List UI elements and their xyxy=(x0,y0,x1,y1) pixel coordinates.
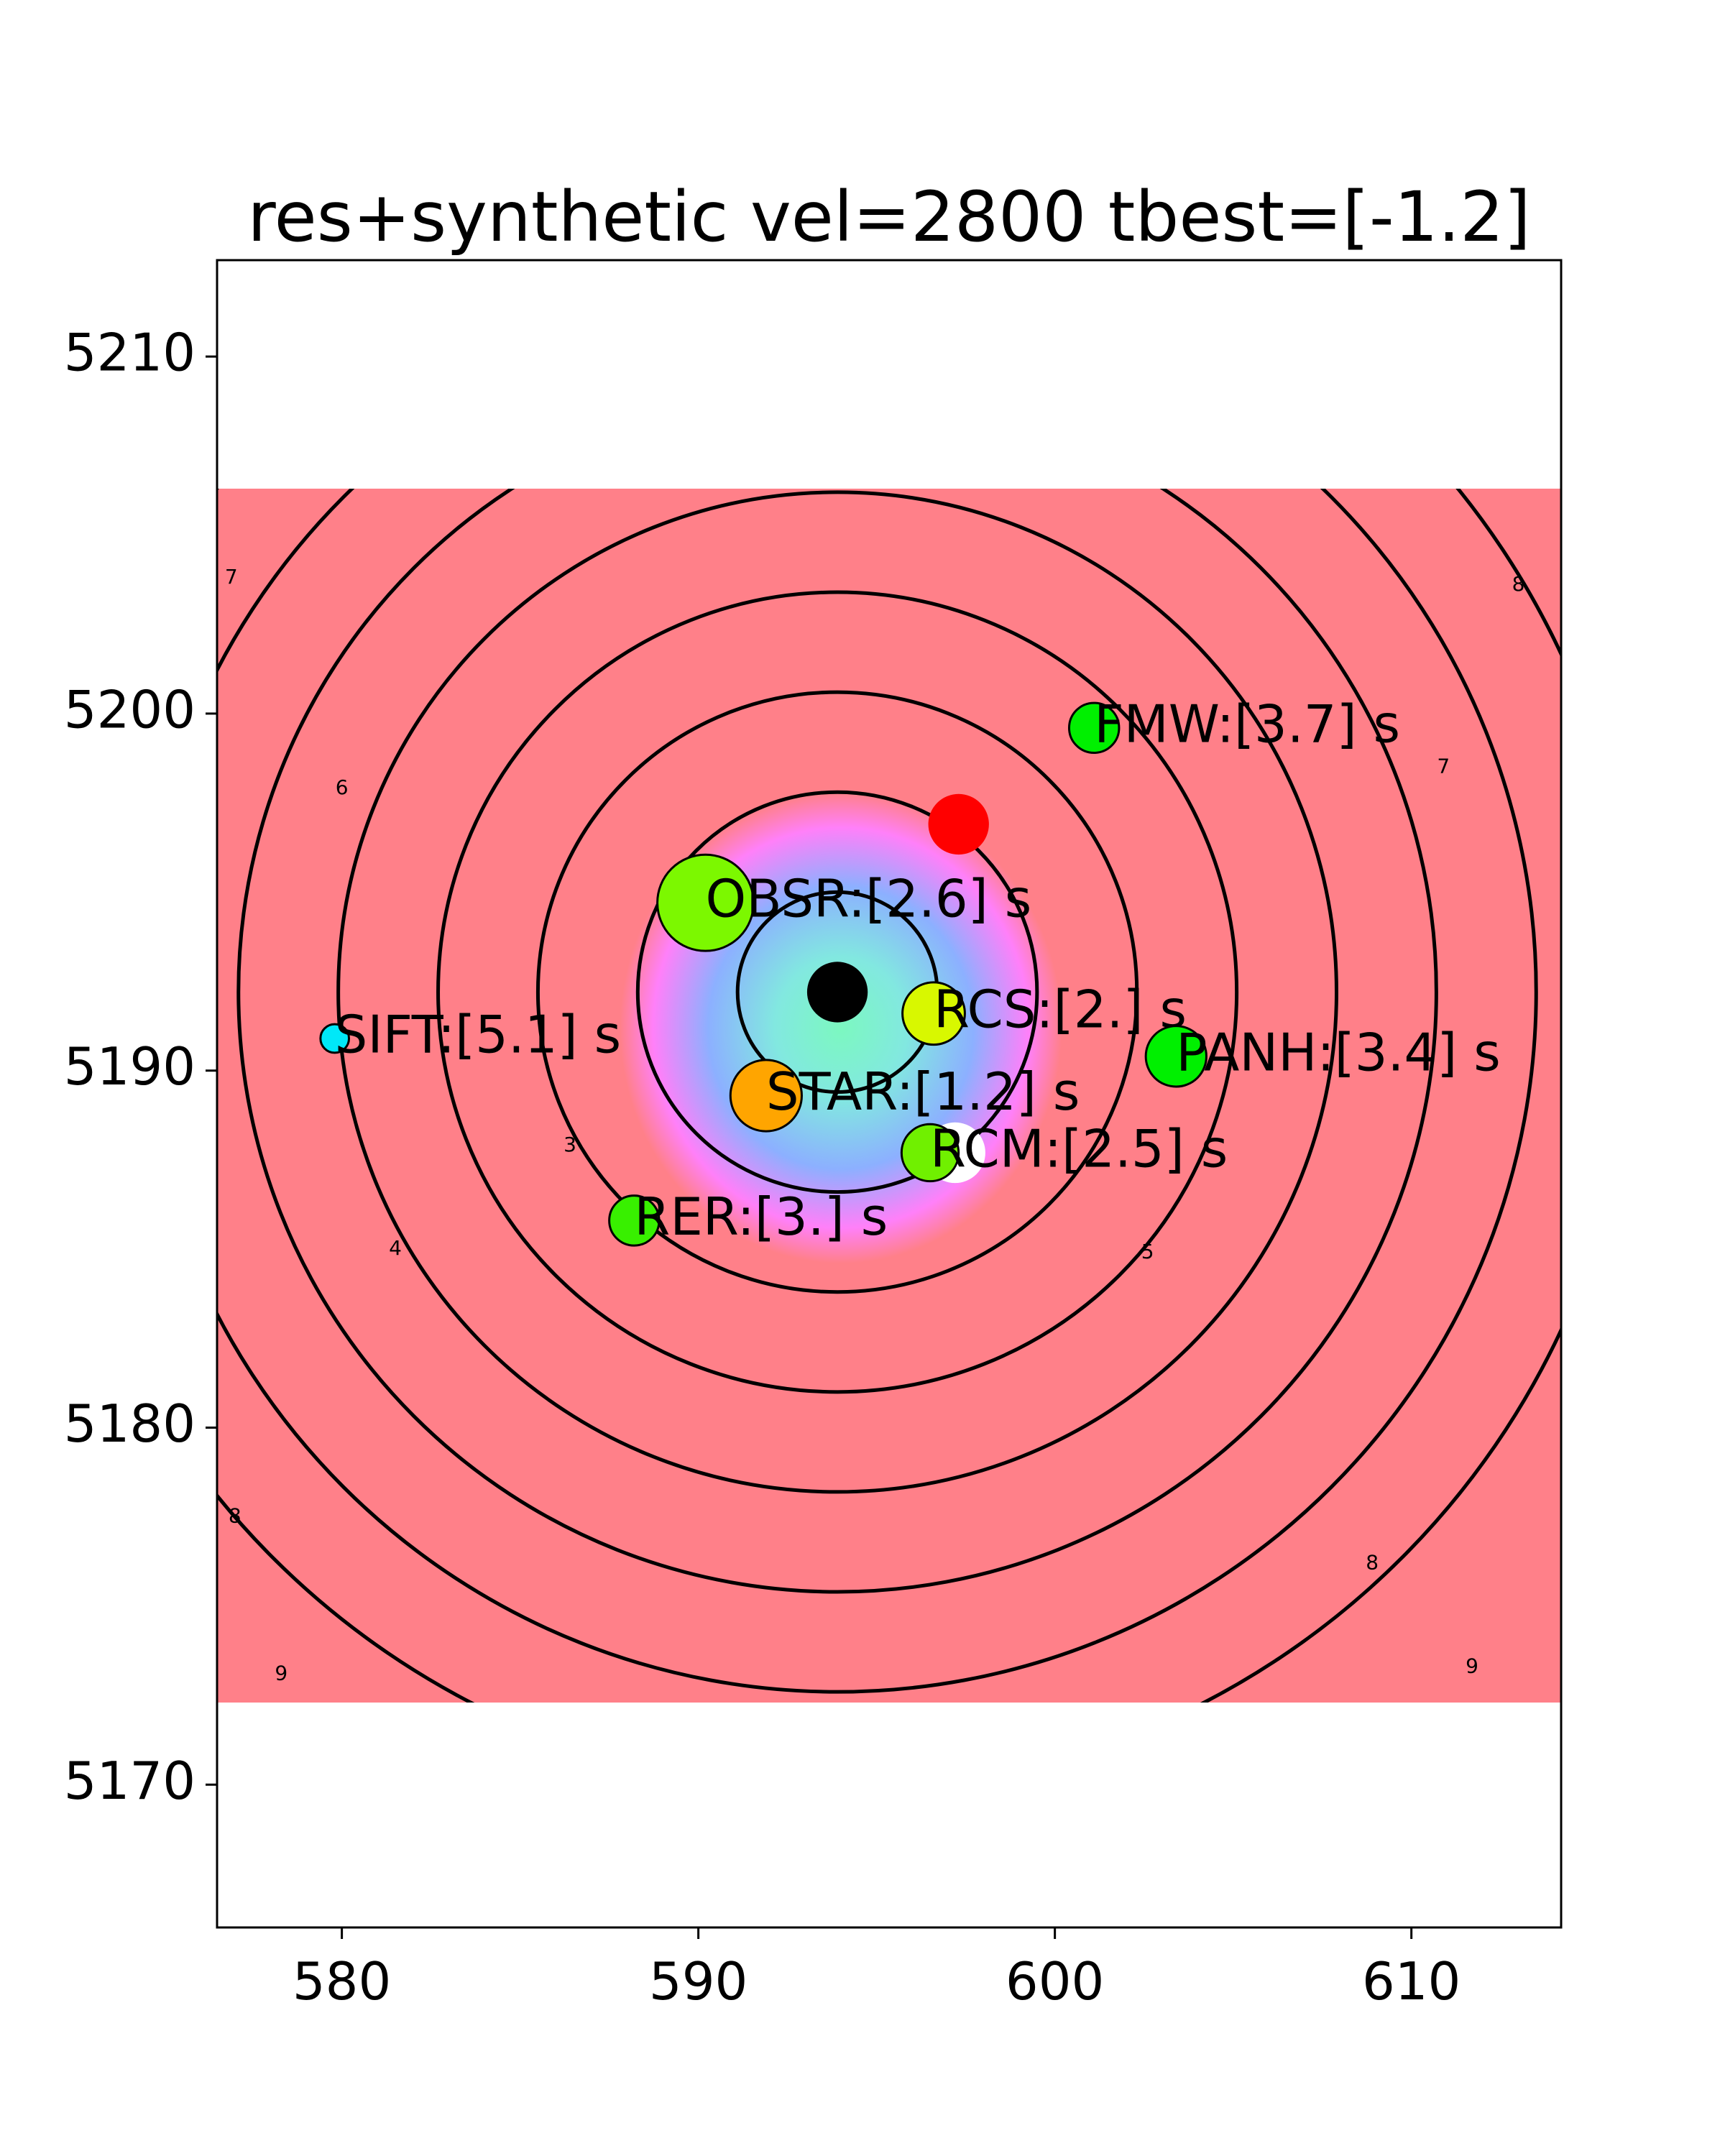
station-rer: RER:[3.] s xyxy=(608,1187,888,1247)
contour-label: 6 xyxy=(336,775,349,799)
station-marker xyxy=(729,1059,803,1133)
station-marker xyxy=(656,853,755,952)
contour-level-7 xyxy=(236,488,1438,1594)
contour-label: 5 xyxy=(1141,1240,1154,1263)
y-axis: 5170 5180 5190 5200 5210 xyxy=(64,323,217,1811)
station-label: FMW:[3.7] s xyxy=(1094,694,1400,754)
x-tick-label: 590 xyxy=(649,1951,748,2012)
contour-label: 8 xyxy=(1366,1550,1379,1574)
station-label: PANH:[3.4] s xyxy=(1176,1022,1500,1082)
contour-level-4 xyxy=(535,690,1139,1294)
contour-label: 4 xyxy=(389,1236,402,1260)
station-marker xyxy=(1067,701,1121,755)
chart-title: res+synthetic vel=2800 tbest=[-1.2] xyxy=(247,177,1530,257)
station-star: STAR:[1.2] s xyxy=(729,1059,1080,1133)
y-tick-label: 5180 xyxy=(64,1393,196,1454)
station-sift: SIFT:[5.1] s xyxy=(319,1005,622,1065)
station-label: SIFT:[5.1] s xyxy=(335,1005,622,1065)
contour-label: 8 xyxy=(229,1504,242,1528)
station-rcm: RCM:[2.5] s xyxy=(900,1118,1228,1183)
station-fmw: FMW:[3.7] s xyxy=(1067,694,1400,755)
x-tick-label: 600 xyxy=(1006,1951,1104,2012)
station-label: STAR:[1.2] s xyxy=(766,1061,1080,1122)
plot-frame xyxy=(216,259,1563,1929)
y-tick-label: 5210 xyxy=(64,323,196,383)
contour-level-3 xyxy=(635,790,1039,1194)
contour-label: 9 xyxy=(275,1661,288,1685)
x-tick-label: 610 xyxy=(1362,1951,1460,2012)
station-marker xyxy=(608,1194,661,1247)
station-label: RCS:[2.] s xyxy=(934,980,1187,1040)
station-rcs: RCS:[2.] s xyxy=(901,980,1187,1046)
station-marker xyxy=(900,1123,960,1183)
y-tick-label: 5200 xyxy=(64,679,196,740)
station-panh: PANH:[3.4] s xyxy=(1144,1022,1501,1088)
contour-label: 9 xyxy=(1466,1654,1478,1677)
station-marker xyxy=(319,1023,351,1054)
station-label: RER:[3.] s xyxy=(634,1187,888,1247)
x-tick-label: 580 xyxy=(293,1951,391,2012)
contour-level-8 xyxy=(217,488,1538,1694)
x-axis: 580 590 600 610 xyxy=(293,1927,1460,2012)
station-label: OBSR:[2.6] s xyxy=(706,869,1032,929)
contour-level-5 xyxy=(436,590,1239,1394)
contour-label: 7 xyxy=(225,565,238,589)
contour-labels: 3 4 5 6 7 7 8 8 8 9 9 xyxy=(225,565,1524,1685)
y-tick-label: 5170 xyxy=(64,1751,196,1811)
epicenter-marker xyxy=(806,962,868,1023)
contour-label: 3 xyxy=(564,1133,576,1156)
marker-dot xyxy=(928,793,989,855)
stations: OBSR:[2.6] s FMW:[3.7] s SIFT:[5.1] s RCS:[… xyxy=(319,694,1501,1247)
contour-label: 7 xyxy=(1437,754,1450,778)
plot-area: 3 4 5 6 7 7 8 8 8 9 9 OBSR:[2.6] s FMW:[3.7] s SIFT:… xyxy=(217,488,1561,1703)
y-tick-label: 5190 xyxy=(64,1036,196,1097)
contour-level-6 xyxy=(336,490,1339,1494)
station-marker xyxy=(901,981,966,1046)
contour-label: 8 xyxy=(1512,572,1525,596)
station-obsr: OBSR:[2.6] s xyxy=(656,853,1032,952)
station-label: RCM:[2.5] s xyxy=(930,1118,1228,1179)
station-marker xyxy=(1144,1025,1208,1088)
